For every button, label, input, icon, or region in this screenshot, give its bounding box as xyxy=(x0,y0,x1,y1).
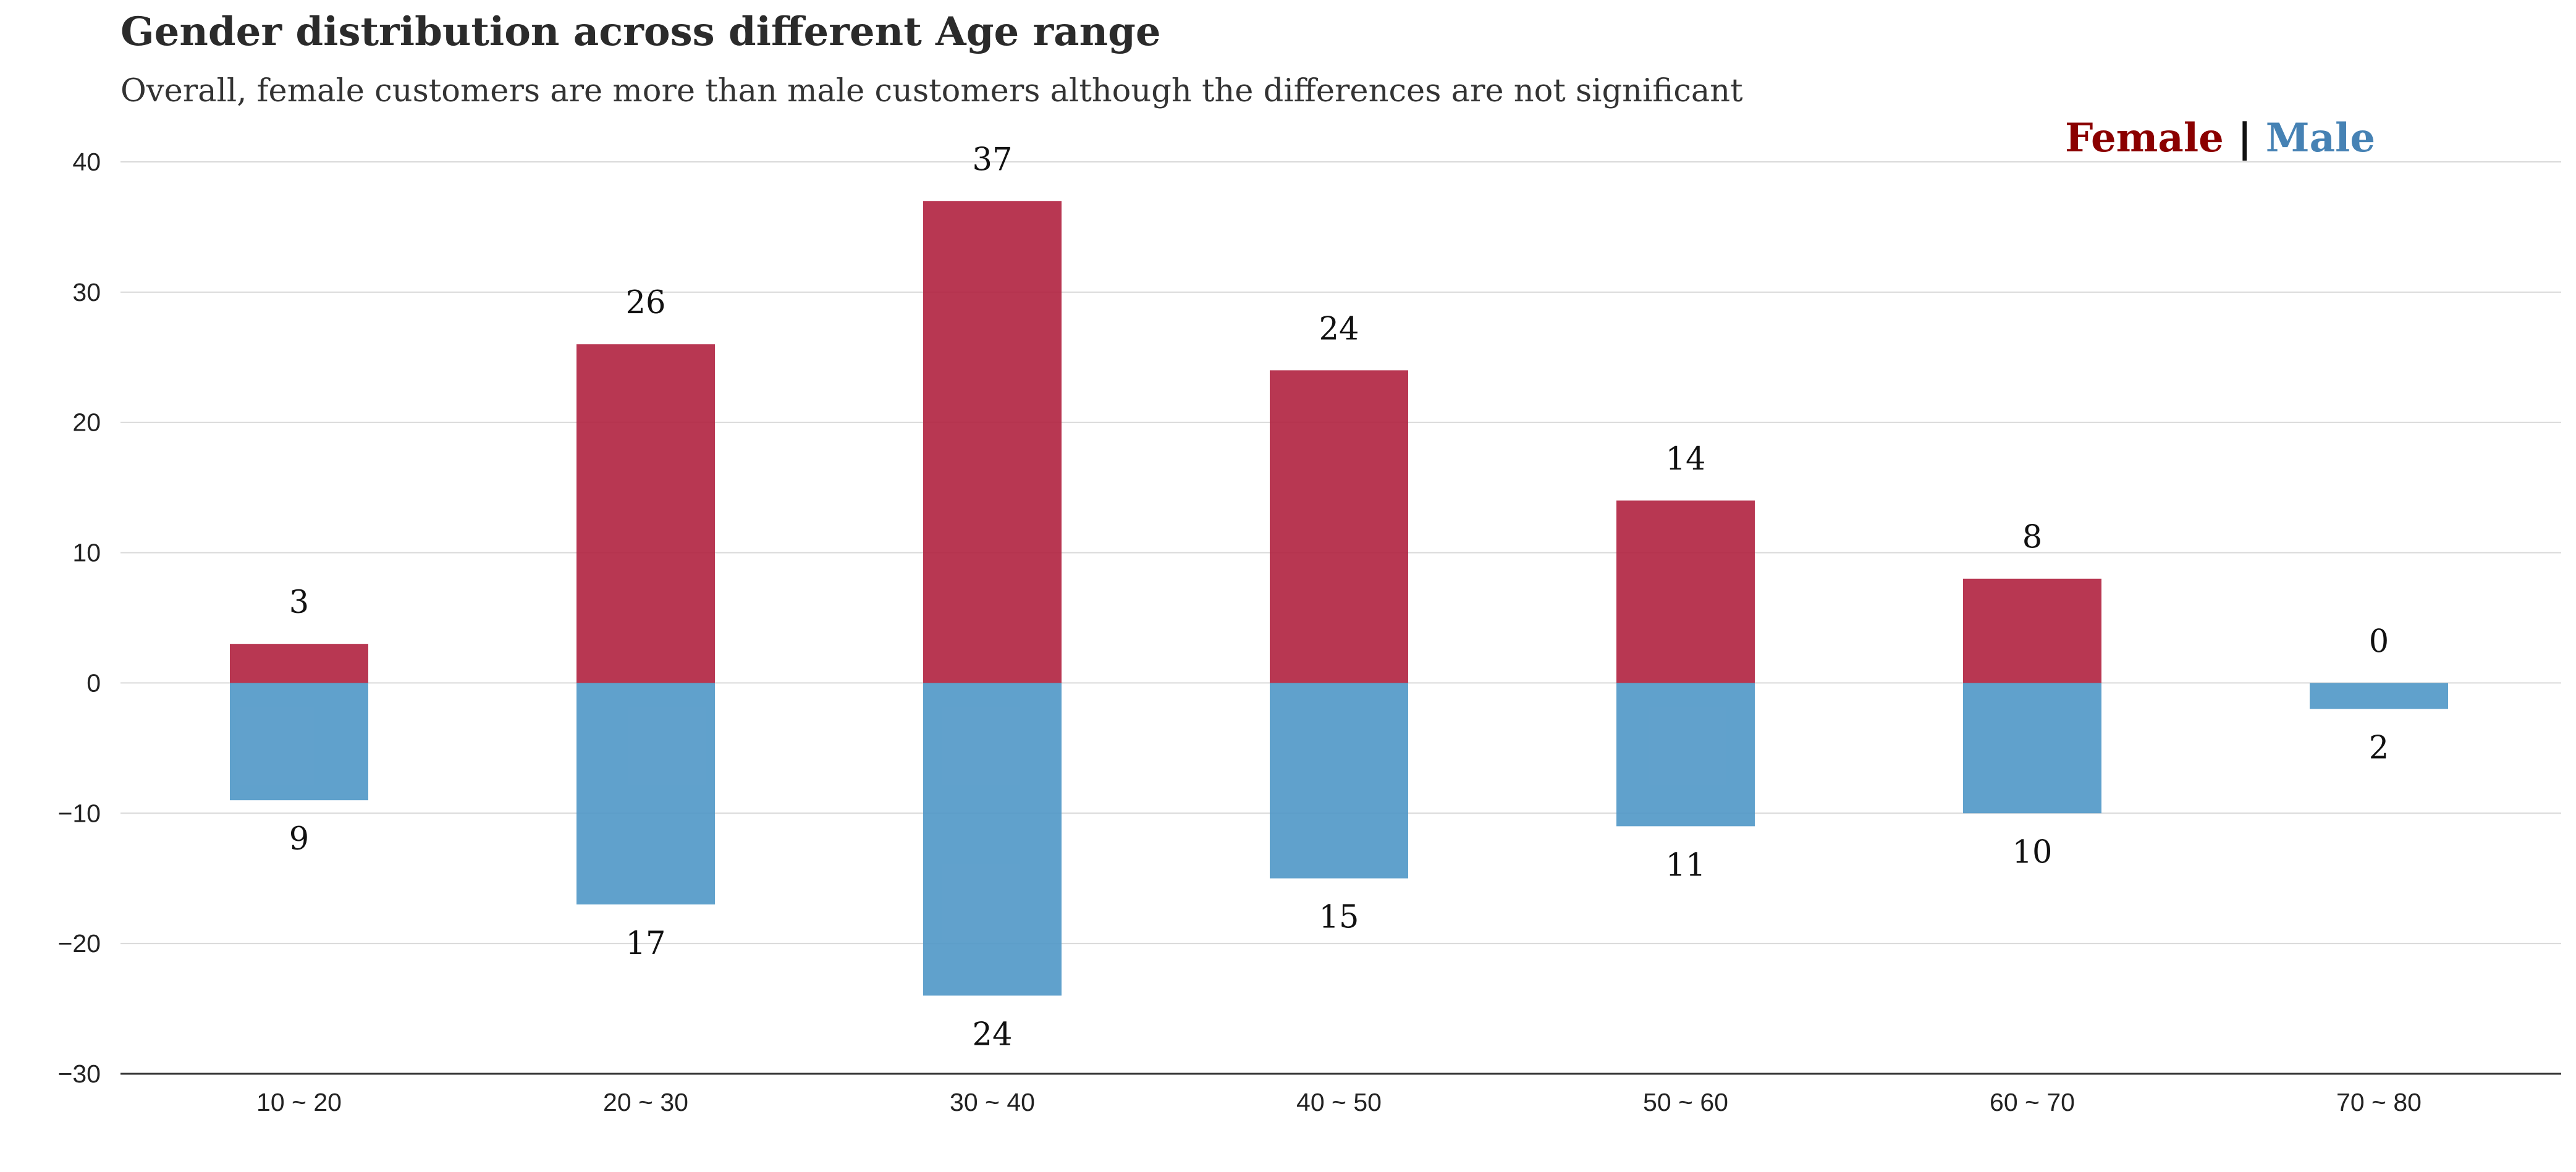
bar-female xyxy=(1270,370,1408,683)
y-tick-label: −20 xyxy=(57,929,101,958)
x-tick-label: 60 ~ 70 xyxy=(1990,1088,2075,1116)
bar-female xyxy=(230,644,368,683)
bar-male xyxy=(576,683,715,904)
data-label-male: 24 xyxy=(973,1016,1013,1053)
bar-male xyxy=(1963,683,2101,814)
data-label-female: 14 xyxy=(1666,441,1706,478)
data-label-male: 10 xyxy=(2012,834,2053,871)
y-tick-label: −10 xyxy=(57,799,101,827)
x-tick-label: 50 ~ 60 xyxy=(1643,1088,1728,1116)
x-tick-label: 10 ~ 20 xyxy=(256,1088,342,1116)
data-label-female: 3 xyxy=(289,584,309,621)
data-label-female: 26 xyxy=(626,285,666,321)
bar-male xyxy=(923,683,1062,996)
bar-female xyxy=(576,344,715,683)
data-label-male: 2 xyxy=(2369,730,2389,767)
legend-separator: | xyxy=(2237,115,2252,161)
y-tick-label: 20 xyxy=(72,408,101,437)
data-label-male: 9 xyxy=(289,821,309,858)
data-label-male: 11 xyxy=(1666,847,1706,883)
value-labels: 3 9 26 17 37 24 24 15 14 11 8 10 0 2 xyxy=(289,141,2389,1053)
legend: Female | Male xyxy=(2065,115,2375,161)
y-tick-label: −30 xyxy=(57,1060,101,1088)
data-label-female: 37 xyxy=(973,141,1013,178)
y-tick-label: 40 xyxy=(72,148,101,176)
chart-title: Gender distribution across different Age… xyxy=(120,9,1161,55)
x-tick-label: 70 ~ 80 xyxy=(2336,1088,2422,1116)
y-tick-label: 10 xyxy=(72,539,101,567)
legend-female-label: Female xyxy=(2065,115,2224,161)
y-tick-label: 30 xyxy=(72,278,101,306)
bar-female xyxy=(1963,578,2101,683)
data-label-female: 8 xyxy=(2022,520,2042,556)
bar-male xyxy=(2310,683,2448,709)
bar-male xyxy=(230,683,368,801)
bars xyxy=(230,201,2448,996)
bar-female xyxy=(923,201,1062,683)
data-label-female: 24 xyxy=(1319,311,1359,347)
bar-male xyxy=(1270,683,1408,879)
data-label-male: 15 xyxy=(1319,900,1359,936)
data-label-male: 17 xyxy=(626,925,666,962)
x-tick-label: 30 ~ 40 xyxy=(950,1088,1035,1116)
x-tick-label: 40 ~ 50 xyxy=(1296,1088,1382,1116)
chart-subtitle: Overall, female customers are more than … xyxy=(120,73,1743,109)
data-label-female: 0 xyxy=(2369,623,2389,660)
legend-male-label: Male xyxy=(2265,115,2376,161)
bar-male xyxy=(1616,683,1755,827)
bar-female xyxy=(1616,500,1755,683)
y-tick-label: 0 xyxy=(87,668,101,697)
x-tick-label: 20 ~ 30 xyxy=(603,1088,688,1116)
